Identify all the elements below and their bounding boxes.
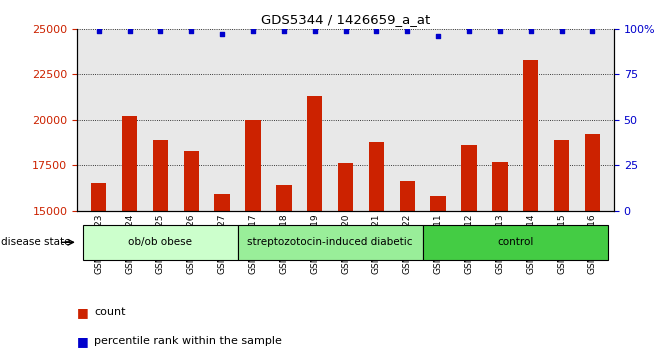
Bar (423, 225, 608, 260)
Title: GDS5344 / 1426659_a_at: GDS5344 / 1426659_a_at (261, 13, 430, 26)
Bar (430, 196, 446, 211)
Point (309, 28, 320, 34)
Bar (307, 96, 323, 211)
Bar (184, 151, 199, 211)
Text: disease state: disease state (1, 237, 71, 247)
Point (371, 28, 382, 34)
Point (248, 28, 258, 34)
Point (278, 28, 289, 34)
Text: count: count (94, 307, 125, 317)
Text: percentile rank within the sample: percentile rank within the sample (94, 336, 282, 346)
Bar (276, 185, 292, 211)
Bar (461, 145, 476, 211)
Point (525, 28, 536, 34)
Point (402, 28, 413, 34)
Bar (399, 182, 415, 211)
Point (155, 28, 166, 34)
Bar (368, 142, 384, 211)
Bar (338, 163, 353, 211)
Point (464, 28, 474, 34)
Point (93, 28, 104, 34)
Point (587, 28, 598, 34)
Point (433, 33, 444, 39)
Point (186, 28, 197, 34)
Bar (83, 225, 238, 260)
Bar (246, 120, 261, 211)
Point (217, 32, 227, 37)
Text: ob/ob obese: ob/ob obese (128, 237, 193, 247)
Bar (91, 183, 107, 211)
Bar (523, 60, 538, 211)
Bar (584, 134, 600, 211)
Text: ■: ■ (77, 335, 89, 348)
Bar (153, 140, 168, 211)
Bar (122, 116, 138, 211)
Bar (215, 194, 230, 211)
Point (340, 28, 351, 34)
Text: control: control (497, 237, 533, 247)
Bar (492, 162, 507, 211)
Text: streptozotocin-induced diabetic: streptozotocin-induced diabetic (248, 237, 413, 247)
Bar (554, 140, 569, 211)
Point (124, 28, 135, 34)
Point (556, 28, 567, 34)
Bar (238, 225, 423, 260)
Point (495, 28, 505, 34)
Text: ■: ■ (77, 306, 89, 319)
